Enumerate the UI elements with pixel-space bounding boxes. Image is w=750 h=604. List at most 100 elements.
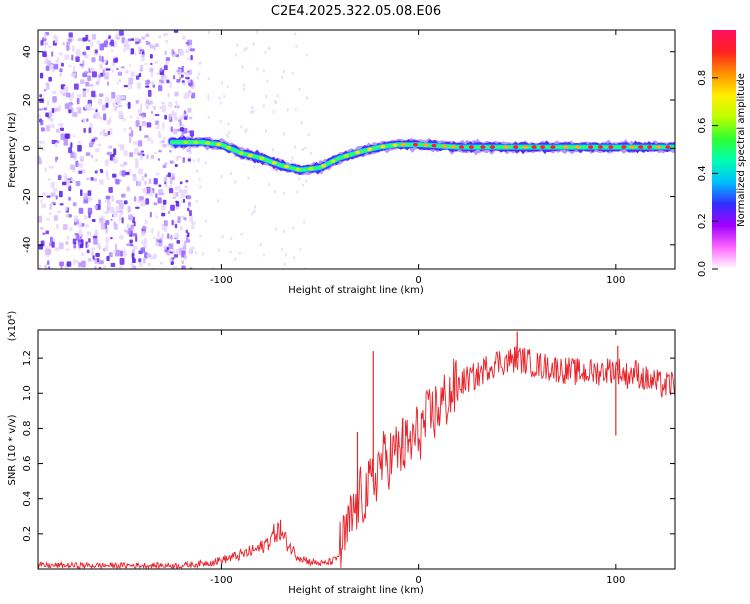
noise-mark	[144, 180, 147, 186]
noise-mark	[164, 162, 168, 166]
noise-mark	[51, 241, 55, 248]
noise-mark	[83, 127, 86, 133]
faint-noise-mark	[286, 108, 289, 112]
noise-mark	[83, 192, 88, 200]
noise-mark	[149, 54, 153, 59]
noise-mark	[155, 241, 160, 247]
noise-mark	[91, 108, 95, 111]
noise-mark	[179, 49, 184, 57]
faint-noise-mark	[230, 236, 233, 240]
chart-title: C2E4.2025.322.05.08.E06	[271, 4, 441, 19]
noise-mark	[168, 188, 174, 194]
noise-mark	[86, 46, 90, 51]
faint-noise-mark	[251, 212, 254, 216]
spectrogram-peak-mark	[412, 142, 418, 147]
noise-mark	[175, 191, 179, 198]
noise-mark	[72, 202, 77, 207]
noise-mark	[114, 34, 120, 38]
noise-mark	[53, 188, 57, 193]
noise-mark	[91, 250, 94, 256]
noise-mark	[46, 83, 50, 90]
colorbar-tick-label: 0.4	[697, 165, 708, 181]
noise-mark	[43, 107, 48, 111]
noise-mark	[172, 248, 175, 255]
noise-mark	[47, 100, 50, 107]
noise-mark	[139, 125, 142, 131]
noise-mark	[62, 92, 66, 97]
noise-mark	[95, 81, 100, 85]
noise-mark	[45, 230, 49, 235]
noise-mark	[47, 45, 53, 48]
spectrogram-peak-mark	[380, 144, 386, 149]
noise-mark	[58, 128, 61, 134]
noise-mark	[81, 223, 85, 227]
spectrogram-peak-mark	[588, 145, 594, 149]
noise-mark	[161, 212, 166, 217]
spectrogram-peak-mark	[343, 154, 349, 158]
noise-mark	[179, 68, 182, 76]
noise-mark	[127, 101, 131, 109]
noise-mark	[82, 117, 86, 124]
noise-mark	[122, 47, 126, 52]
noise-mark	[95, 252, 100, 257]
noise-mark	[49, 203, 52, 210]
noise-mark	[112, 156, 116, 164]
faint-noise-mark	[273, 99, 276, 103]
noise-mark	[142, 225, 147, 231]
noise-mark	[48, 212, 52, 216]
noise-mark	[168, 101, 172, 105]
noise-mark	[180, 200, 184, 203]
noise-mark	[87, 190, 92, 196]
noise-mark	[46, 195, 51, 198]
noise-mark	[77, 38, 83, 42]
faint-noise-mark	[196, 76, 199, 80]
noise-mark	[157, 158, 160, 161]
noise-mark	[70, 151, 75, 159]
noise-mark	[161, 223, 165, 231]
noise-mark	[130, 38, 135, 41]
noise-mark	[101, 56, 104, 63]
noise-mark	[147, 89, 152, 97]
noise-mark	[160, 81, 165, 84]
spectrogram-peak-mark	[238, 151, 244, 155]
noise-mark	[106, 255, 110, 262]
noise-mark	[92, 235, 98, 239]
noise-mark	[73, 134, 76, 138]
noise-mark	[152, 84, 156, 88]
noise-mark	[62, 42, 65, 46]
spectrogram-peak-mark	[284, 164, 290, 169]
noise-mark	[82, 88, 87, 91]
noise-mark	[81, 252, 85, 257]
noise-mark	[102, 69, 105, 77]
snr-series-line	[38, 346, 675, 569]
noise-mark	[86, 88, 90, 93]
noise-mark	[154, 113, 160, 117]
faint-noise-mark	[240, 125, 243, 129]
faint-noise-mark	[256, 67, 259, 71]
faint-noise-mark	[283, 230, 286, 234]
noise-mark	[39, 72, 44, 79]
noise-mark	[184, 110, 187, 115]
noise-mark	[140, 103, 143, 110]
noise-mark	[41, 127, 45, 132]
noise-mark	[57, 174, 62, 181]
noise-mark	[143, 243, 147, 249]
noise-mark	[148, 41, 151, 46]
faint-noise-mark	[271, 148, 274, 152]
noise-mark	[128, 126, 132, 131]
noise-mark	[132, 245, 138, 251]
noise-mark	[122, 251, 127, 257]
noise-mark	[174, 91, 179, 97]
noise-mark	[98, 266, 102, 269]
noise-mark	[155, 215, 158, 219]
noise-mark	[157, 197, 162, 204]
noise-mark	[58, 73, 62, 77]
noise-mark	[142, 187, 147, 193]
faint-noise-mark	[245, 128, 248, 132]
noise-mark	[105, 195, 111, 200]
noise-mark	[63, 138, 69, 146]
noise-mark	[71, 112, 77, 117]
noise-mark	[106, 151, 112, 156]
noise-mark	[169, 81, 172, 89]
noise-mark	[159, 261, 163, 265]
